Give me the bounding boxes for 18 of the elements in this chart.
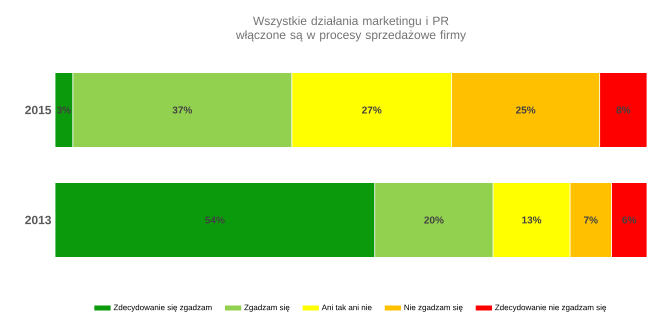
data-label: 54% — [205, 216, 225, 224]
data-label: 37% — [172, 106, 192, 114]
legend-label: Ani tak ani nie — [322, 304, 372, 310]
data-label: 7% — [584, 216, 598, 224]
data-label: 13% — [522, 216, 542, 224]
y-tick-label: 2015 — [25, 106, 52, 114]
y-tick-label: 2013 — [25, 216, 52, 224]
legend-label: Zdecydowanie nie zgadzam się — [495, 304, 606, 312]
legend-label: Zgadzam się — [244, 304, 290, 312]
data-label: 27% — [362, 106, 382, 114]
legend-label: Nie zgadzam się — [404, 304, 463, 312]
legend-label: Zdecydowanie się zgadzam — [114, 304, 212, 312]
data-label: 25% — [516, 106, 536, 114]
chart-title: Wszystkie działania marketingu i PR włączone są w procesy sprzedażowe firmy — [236, 16, 466, 42]
data-label: 8% — [616, 106, 630, 114]
data-label: 6% — [622, 216, 636, 224]
data-label: 3% — [56, 106, 71, 114]
data-label: 20% — [424, 216, 444, 224]
